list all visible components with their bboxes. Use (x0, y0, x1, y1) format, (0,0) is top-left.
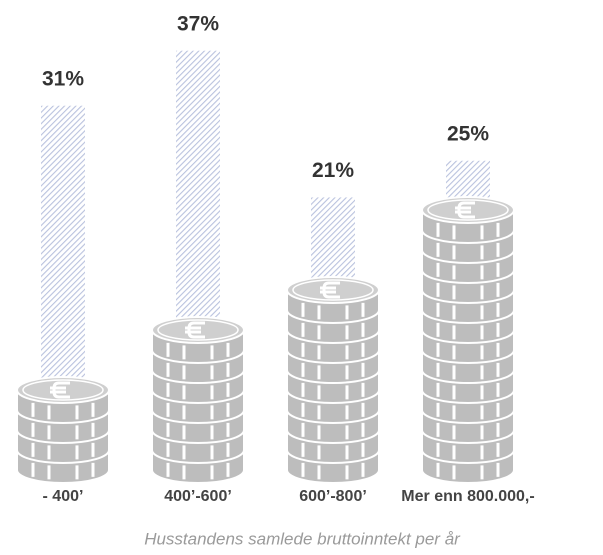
euro-symbol (320, 281, 340, 299)
category-label: 400’-600’ (164, 488, 232, 505)
coin-face-rim (292, 279, 374, 301)
category-label: 600’-800’ (299, 488, 367, 505)
caption: Husstandens samlede bruttoinntekt per år (144, 529, 461, 548)
coin-face (421, 196, 515, 224)
coin-face-rim (22, 379, 104, 401)
euro-symbol (50, 381, 70, 399)
euro-symbol (185, 321, 205, 339)
labels: 31% - 400’ 37% 400’-600’ 21% 600’-800’ 25% Mer … (42, 12, 535, 505)
coin-face (16, 376, 110, 404)
bar (41, 105, 85, 390)
euro-symbol (455, 201, 475, 219)
coin-face-rim (427, 199, 509, 221)
category-label: - 400’ (43, 488, 84, 505)
coin-face (286, 276, 380, 304)
value-label: 21% (312, 159, 354, 182)
value-label: 31% (42, 67, 84, 90)
category-label: Mer enn 800.000,- (401, 488, 534, 505)
coin-face-rim (157, 319, 239, 341)
coin-face (151, 316, 245, 344)
coin-stacks (16, 196, 515, 484)
value-label: 25% (447, 122, 489, 145)
value-label: 37% (177, 12, 219, 35)
